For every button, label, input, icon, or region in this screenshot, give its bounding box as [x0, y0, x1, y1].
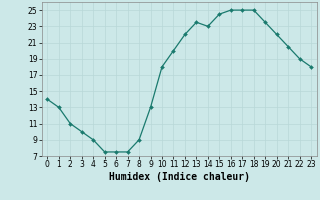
X-axis label: Humidex (Indice chaleur): Humidex (Indice chaleur) [109, 172, 250, 182]
